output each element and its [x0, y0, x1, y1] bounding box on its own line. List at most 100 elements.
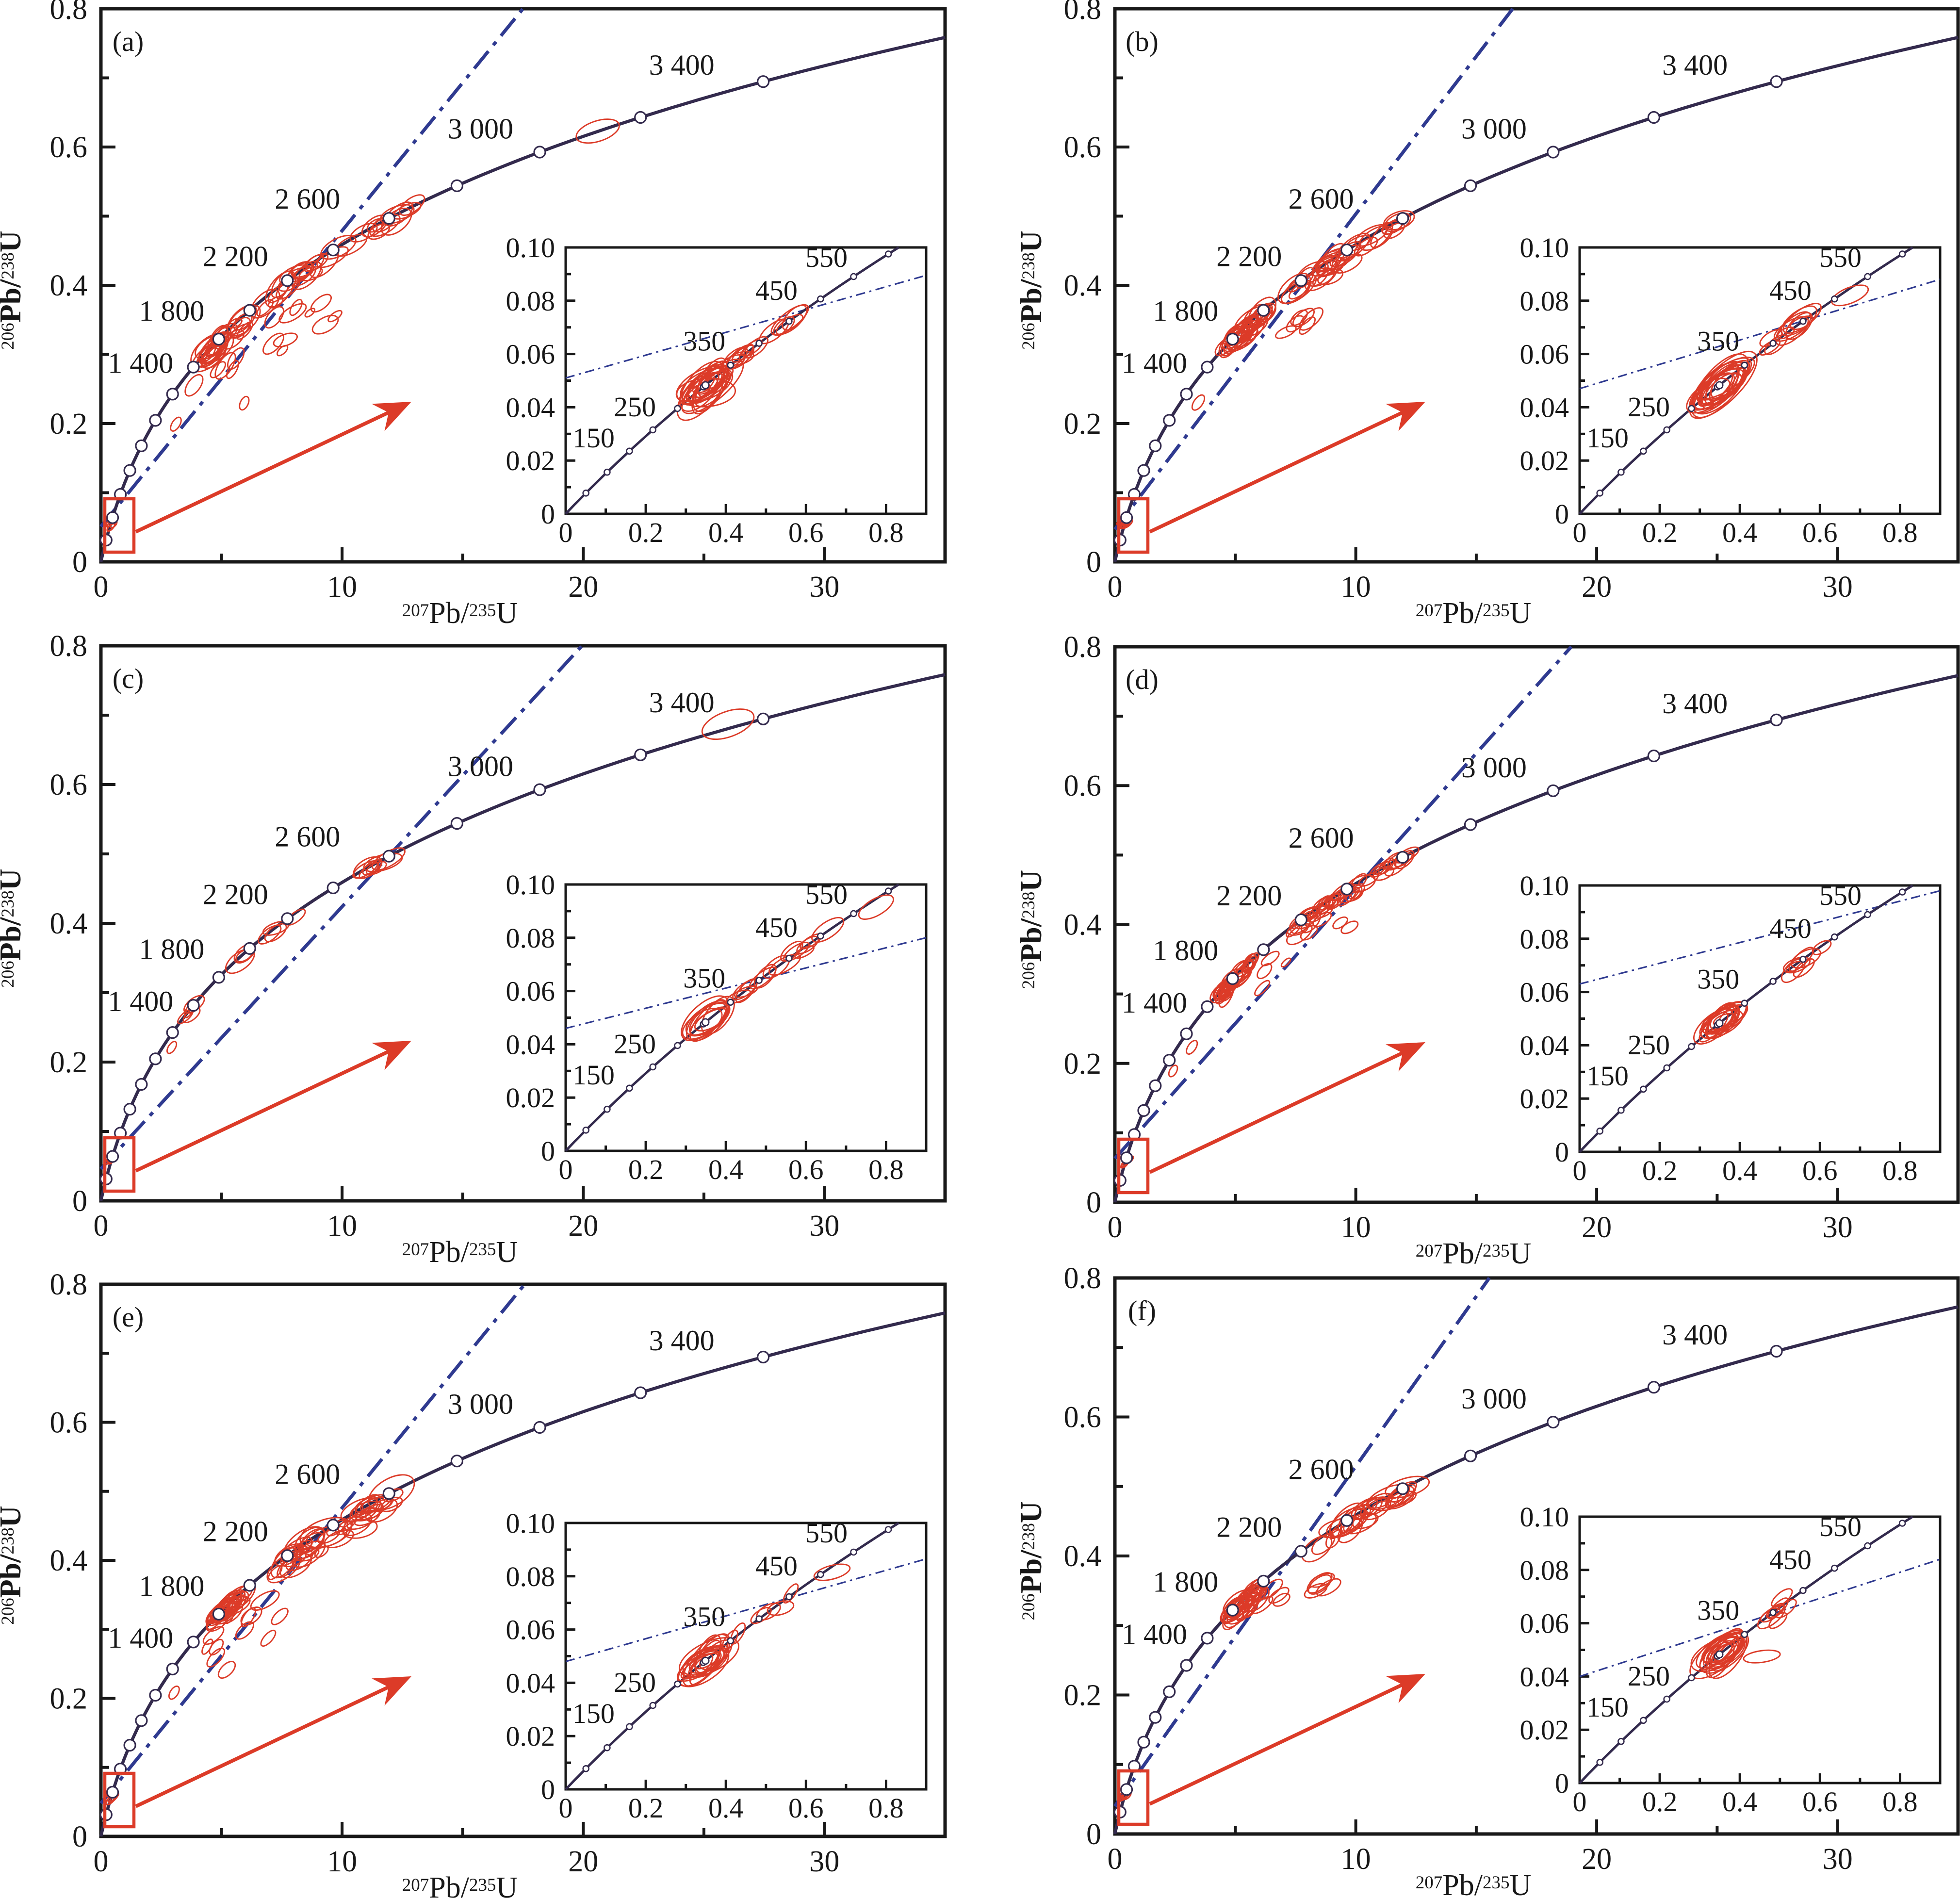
- svg-text:207Pb/235U: 207Pb/235U: [402, 1871, 518, 1899]
- svg-text:0.06: 0.06: [506, 339, 555, 370]
- svg-text:1 800: 1 800: [1153, 1566, 1218, 1598]
- svg-text:2 600: 2 600: [275, 1458, 340, 1490]
- svg-text:1 800: 1 800: [139, 933, 204, 965]
- svg-text:0: 0: [559, 1154, 573, 1185]
- svg-text:0.2: 0.2: [628, 1792, 664, 1824]
- svg-text:250: 250: [1628, 391, 1670, 423]
- svg-text:0: 0: [1555, 1768, 1569, 1799]
- svg-text:450: 450: [1769, 1544, 1812, 1575]
- svg-text:3 400: 3 400: [1662, 1319, 1728, 1351]
- svg-text:0.02: 0.02: [1520, 1083, 1569, 1114]
- svg-text:450: 450: [1769, 275, 1812, 306]
- svg-text:1 400: 1 400: [108, 985, 173, 1017]
- svg-text:0.10: 0.10: [506, 232, 555, 263]
- svg-text:0.6: 0.6: [1802, 517, 1838, 548]
- svg-text:150: 150: [572, 422, 615, 454]
- svg-text:0.04: 0.04: [506, 1029, 555, 1060]
- svg-text:150: 150: [1586, 422, 1629, 454]
- svg-text:0.6: 0.6: [1802, 1155, 1838, 1186]
- svg-text:3 400: 3 400: [1662, 688, 1728, 720]
- svg-text:0.04: 0.04: [506, 392, 555, 423]
- svg-text:2 200: 2 200: [1216, 880, 1282, 912]
- svg-text:350: 350: [683, 326, 725, 357]
- svg-text:0.2: 0.2: [628, 1154, 664, 1185]
- svg-text:0.08: 0.08: [1520, 285, 1569, 317]
- svg-text:10: 10: [1341, 1843, 1371, 1876]
- svg-text:3 000: 3 000: [448, 751, 513, 783]
- svg-text:0.6: 0.6: [50, 769, 88, 802]
- svg-text:1 800: 1 800: [1153, 934, 1218, 966]
- svg-text:20: 20: [1582, 1843, 1612, 1876]
- svg-text:0.2: 0.2: [1064, 1679, 1102, 1712]
- svg-text:0.4: 0.4: [1064, 269, 1102, 302]
- svg-text:0: 0: [1573, 517, 1587, 548]
- svg-text:30: 30: [1823, 1843, 1853, 1876]
- svg-text:0.10: 0.10: [506, 869, 555, 900]
- svg-text:30: 30: [1823, 1211, 1853, 1244]
- svg-text:0.2: 0.2: [1642, 1786, 1678, 1817]
- svg-text:0.06: 0.06: [1520, 977, 1569, 1008]
- svg-text:3 400: 3 400: [649, 49, 715, 81]
- svg-text:0: 0: [559, 517, 573, 548]
- svg-text:206Pb/238U: 206Pb/238U: [0, 868, 27, 987]
- svg-text:1 800: 1 800: [1153, 295, 1218, 327]
- svg-text:30: 30: [809, 1845, 839, 1878]
- svg-text:0.08: 0.08: [506, 922, 555, 954]
- svg-text:3 000: 3 000: [1461, 1383, 1527, 1415]
- svg-text:0.08: 0.08: [506, 1561, 555, 1592]
- svg-text:0: 0: [72, 546, 87, 579]
- svg-text:10: 10: [1341, 571, 1371, 604]
- svg-text:350: 350: [1697, 326, 1739, 357]
- svg-text:0.4: 0.4: [1722, 1786, 1758, 1817]
- svg-text:20: 20: [1582, 1211, 1612, 1244]
- svg-text:450: 450: [755, 912, 798, 943]
- svg-text:0.4: 0.4: [708, 1154, 744, 1185]
- svg-text:0.2: 0.2: [1064, 408, 1102, 441]
- svg-text:1 400: 1 400: [108, 1622, 173, 1654]
- svg-text:0.6: 0.6: [1064, 769, 1102, 802]
- svg-text:0.02: 0.02: [506, 1720, 555, 1752]
- svg-text:0: 0: [1086, 1186, 1101, 1219]
- svg-text:30: 30: [809, 571, 839, 604]
- svg-text:0.4: 0.4: [1722, 1155, 1758, 1186]
- svg-text:30: 30: [1823, 571, 1853, 604]
- svg-text:20: 20: [1582, 571, 1612, 604]
- svg-text:206Pb/238U: 206Pb/238U: [0, 1506, 27, 1624]
- svg-text:250: 250: [614, 1028, 656, 1060]
- svg-text:10: 10: [327, 1210, 357, 1243]
- svg-text:0: 0: [1108, 1843, 1123, 1876]
- svg-text:0.02: 0.02: [1520, 445, 1569, 476]
- svg-text:0.04: 0.04: [1520, 392, 1569, 423]
- svg-text:3 000: 3 000: [1461, 752, 1527, 784]
- svg-text:0.06: 0.06: [1520, 339, 1569, 370]
- svg-text:0.04: 0.04: [1520, 1030, 1569, 1061]
- svg-text:150: 150: [1586, 1060, 1629, 1092]
- svg-text:0.6: 0.6: [1802, 1786, 1838, 1817]
- svg-text:350: 350: [683, 1601, 725, 1633]
- svg-text:2 200: 2 200: [203, 878, 268, 910]
- svg-text:0: 0: [72, 1820, 87, 1853]
- svg-text:207Pb/235U: 207Pb/235U: [402, 597, 518, 630]
- svg-text:350: 350: [1697, 1595, 1739, 1626]
- svg-text:550: 550: [1819, 1511, 1862, 1542]
- svg-text:0.06: 0.06: [506, 976, 555, 1007]
- svg-text:1 400: 1 400: [1122, 987, 1187, 1019]
- svg-text:3 000: 3 000: [448, 113, 513, 145]
- svg-text:0.8: 0.8: [868, 1154, 904, 1185]
- svg-text:0.8: 0.8: [1882, 1786, 1918, 1817]
- svg-text:0.10: 0.10: [1520, 232, 1569, 263]
- svg-text:0.2: 0.2: [1642, 1155, 1678, 1186]
- svg-text:20: 20: [568, 571, 598, 604]
- svg-text:0: 0: [1108, 1211, 1123, 1244]
- svg-text:206Pb/238U: 206Pb/238U: [0, 230, 27, 349]
- svg-text:0.2: 0.2: [50, 1683, 88, 1716]
- svg-text:0.8: 0.8: [868, 1792, 904, 1824]
- svg-text:2 200: 2 200: [203, 1515, 268, 1547]
- svg-text:207Pb/235U: 207Pb/235U: [1416, 1237, 1532, 1270]
- svg-text:0: 0: [541, 1774, 555, 1805]
- svg-text:550: 550: [1819, 242, 1862, 273]
- svg-text:550: 550: [805, 879, 848, 910]
- svg-text:0.4: 0.4: [1064, 1540, 1102, 1573]
- svg-text:3 000: 3 000: [448, 1388, 513, 1420]
- svg-text:0: 0: [1555, 498, 1569, 530]
